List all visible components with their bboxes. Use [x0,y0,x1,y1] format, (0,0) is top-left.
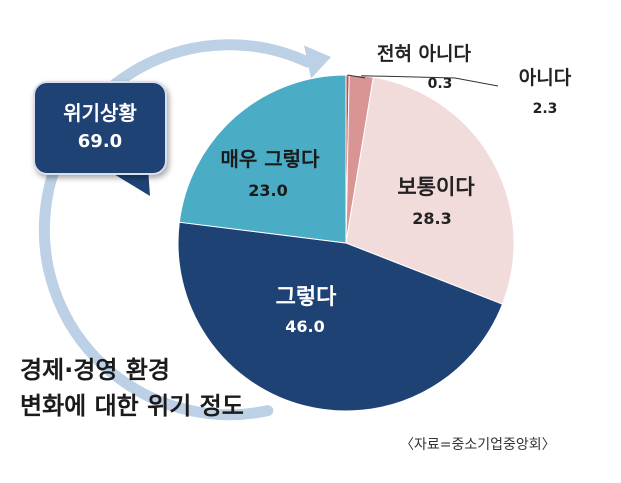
crisis-callout: 위기상황 69.0 [33,81,167,175]
callout-title: 위기상황 [63,101,137,125]
slice-agree [177,221,504,412]
source-note: 〈자료=중소기업중앙회〉 [400,437,556,453]
label-agree: 그렇다 [276,285,337,310]
value-disagree: 2.3 [533,101,558,117]
value-agree: 46.0 [285,317,324,336]
slice-neutral [345,76,515,305]
chart-title: 경제·경영 환경 변화에 대한 위기 정도 [20,352,244,424]
label-neutral: 보통이다 [397,175,475,199]
callout-pointer [104,168,150,196]
label-disagree: 아니다 [519,67,572,89]
circular-arrow-band [38,39,314,421]
title-line-2: 변화에 대한 위기 정도 [20,392,244,420]
value-strongly-agree: 23.0 [248,181,287,200]
circular-arrow-head [304,45,332,79]
leader-line-disagree [361,75,499,87]
value-strongly-disagree: 0.3 [428,76,453,92]
value-neutral: 28.3 [412,209,451,228]
slice-strongly-agree [178,74,347,244]
label-strongly-disagree: 전혀 아니다 [377,43,472,65]
leader-line-strongly-disagree [347,74,366,79]
title-line-1: 경제·경영 환경 [20,356,170,384]
callout-value: 69.0 [77,131,123,152]
label-strongly-agree: 매우 그렇다 [221,147,321,171]
